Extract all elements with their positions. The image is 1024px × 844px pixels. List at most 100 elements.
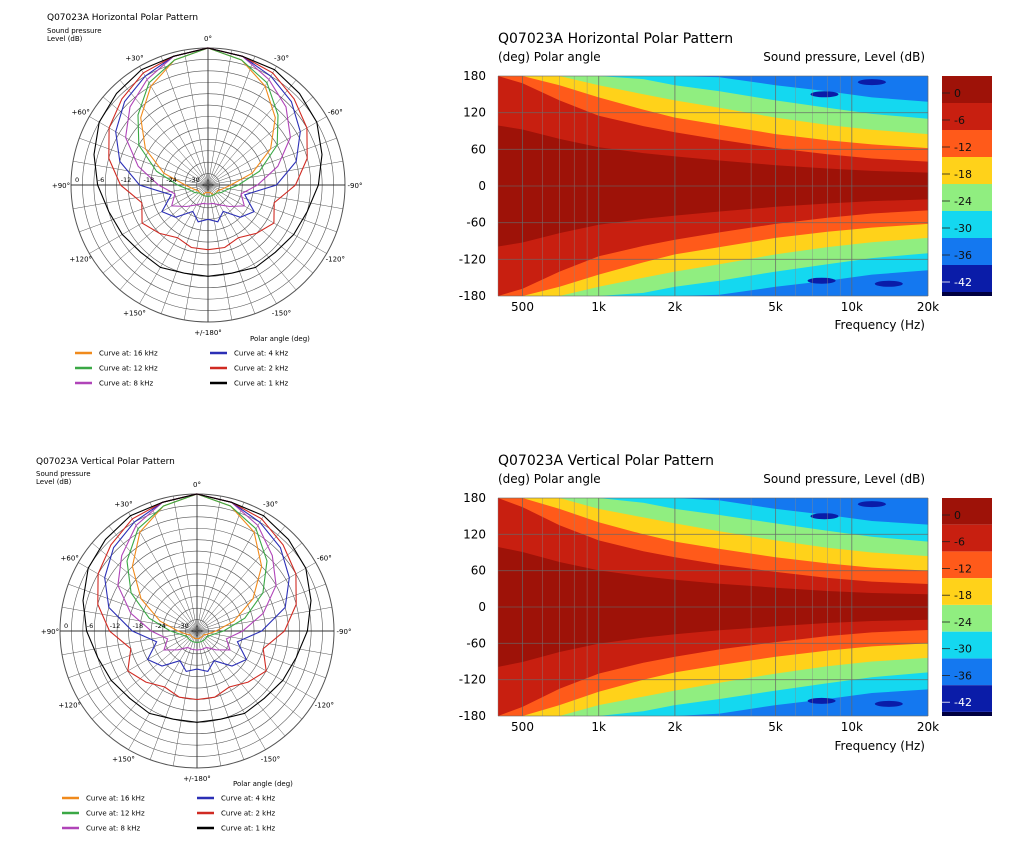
polar-angle-axis-label: Polar angle (deg) — [250, 335, 310, 343]
polar-angle-label: +150° — [112, 755, 135, 763]
polar-spoke — [183, 50, 209, 186]
polar-spoke — [62, 630, 198, 656]
polar-spoke — [108, 525, 198, 632]
heatmap-x-tick: 10k — [841, 300, 863, 314]
polar-spoke — [172, 496, 198, 632]
polar-curve — [82, 493, 312, 723]
heatmap-x-tick: 500 — [511, 300, 534, 314]
heatmap-y-tick: 0 — [478, 179, 486, 193]
heatmap-x-tick: 2k — [668, 720, 683, 734]
polar-spoke — [78, 630, 198, 700]
polar-radial-labels: 0 -6 -12 -18 -24 -30 — [75, 176, 200, 184]
heatmap-y-tick: -60 — [466, 636, 486, 650]
heatmap-xlabel: Frequency (Hz) — [835, 318, 926, 332]
legend-label: Curve at: 1 kHz — [221, 825, 275, 833]
polar-angle-label: -30° — [263, 501, 278, 509]
polar-angle-label: +60° — [72, 109, 90, 117]
polar-panel-vertical: Q07023A Vertical Polar Pattern Sound pre… — [0, 440, 440, 840]
heatmap-clabel: Sound pressure, Level (dB) — [763, 472, 925, 486]
polar-angle-label: -120° — [315, 702, 334, 710]
heatmap-plot — [497, 75, 929, 297]
colorbar-label: 0 — [954, 509, 961, 522]
polar-radial-labels: 0 -6 -12 -18 -24 -30 — [64, 622, 189, 630]
colorbar-swatch — [942, 238, 992, 265]
polar-spoke — [102, 96, 209, 186]
polar-radial-label: -30 — [189, 176, 200, 184]
colorbar-swatch — [942, 685, 992, 712]
polar-curve — [108, 47, 308, 251]
polar-radial-label: -18 — [144, 176, 155, 184]
legend-label: Curve at: 4 kHz — [221, 795, 275, 803]
colorbar-swatch — [942, 605, 992, 632]
polar-angle-label: -150° — [261, 755, 280, 763]
heatmap-colorbar: 0 -6 -12 -18 -24 -30 -36 -42 — [942, 76, 992, 296]
polar-angle-label: +90° — [52, 182, 70, 190]
polar-curve — [126, 493, 268, 643]
polar-angle-label: -60° — [328, 109, 343, 117]
polar-spoke — [196, 630, 316, 700]
heatmap-xlabel: Frequency (Hz) — [835, 739, 926, 753]
polar-angle-label: +60° — [61, 555, 79, 563]
polar-spoke — [68, 630, 198, 679]
colorbar-label: -36 — [954, 249, 972, 262]
heatmap-x-tick: 10k — [841, 720, 863, 734]
colorbar-swatch — [942, 712, 992, 716]
polar-angle-label: +/-180° — [194, 329, 222, 337]
polar-spoke — [91, 542, 198, 632]
heatmap-y-tick: -120 — [459, 252, 486, 266]
polar-angle-label: -90° — [337, 628, 352, 636]
colorbar-label: -24 — [954, 616, 972, 629]
polar-grid — [59, 493, 335, 769]
polar-spoke — [149, 630, 198, 760]
colorbar-swatch — [942, 551, 992, 579]
polar-spoke — [196, 496, 222, 632]
polar-radial-label: -30 — [178, 622, 189, 630]
polar-legend: Curve at: 16 kHz Curve at: 12 kHz Curve at… — [62, 795, 275, 833]
polar-spoke — [207, 50, 233, 186]
polar-angle-label: +/-180° — [183, 775, 211, 783]
polar-curves — [82, 493, 312, 723]
polar-curve — [140, 47, 276, 196]
heatmap-x-tick: 1k — [591, 720, 606, 734]
polar-angle-label: 0° — [193, 481, 201, 489]
legend-label: Curve at: 12 kHz — [99, 365, 158, 373]
heatmap-panel-vertical: Q07023A Vertical Polar Pattern (deg) Pol… — [440, 420, 1024, 840]
legend-label: Curve at: 8 kHz — [99, 380, 153, 388]
legend-label: Curve at: 16 kHz — [99, 350, 158, 358]
colorbar-swatch — [942, 524, 992, 552]
polar-spoke — [207, 96, 314, 186]
polar-title: Q07023A Vertical Polar Pattern — [36, 457, 175, 467]
heatmap-y-tick: 60 — [471, 142, 486, 156]
polar-spoke — [207, 184, 297, 291]
polar-spoke — [79, 184, 209, 233]
colorbar-label: -12 — [954, 141, 972, 154]
heatmap-title: Q07023A Horizontal Polar Pattern — [498, 31, 733, 47]
polar-angle-axis-label: Polar angle (deg) — [233, 780, 293, 788]
polar-curve — [104, 493, 290, 673]
polar-spoke — [207, 184, 314, 274]
colorbar-swatch — [942, 498, 992, 525]
polar-panel-horizontal: Q07023A Horizontal Polar Pattern Sound p… — [0, 0, 440, 400]
polar-angle-labels: 0° -30° -60° -90° -120° -150° +/-180° +150° +120… — [41, 481, 352, 783]
polar-curve — [97, 493, 297, 701]
heatmap-region — [857, 501, 886, 508]
polar-angle-label: 0° — [204, 35, 212, 43]
polar-rlabel-2: Level (dB) — [36, 478, 72, 486]
legend-label: Curve at: 8 kHz — [86, 825, 140, 833]
polar-angle-label: +30° — [114, 501, 132, 509]
polar-rlabel-2: Level (dB) — [47, 35, 83, 43]
heatmap-y-tick: -120 — [459, 673, 486, 687]
polar-chart-horizontal: Q07023A Horizontal Polar Pattern Sound p… — [47, 13, 362, 388]
polar-radial-label: -6 — [98, 176, 104, 184]
polar-curve — [131, 493, 263, 640]
polar-curves — [93, 47, 323, 277]
polar-curve — [115, 47, 301, 223]
polar-grid — [70, 47, 346, 323]
polar-spoke — [196, 542, 303, 632]
polar-radial-label: 0 — [75, 176, 79, 184]
polar-spoke — [196, 630, 266, 750]
heatmap-clabel: Sound pressure, Level (dB) — [763, 50, 925, 64]
heatmap-x-tick: 1k — [591, 300, 606, 314]
colorbar-swatch — [942, 103, 992, 130]
heatmap-y-tick: 120 — [463, 106, 486, 120]
